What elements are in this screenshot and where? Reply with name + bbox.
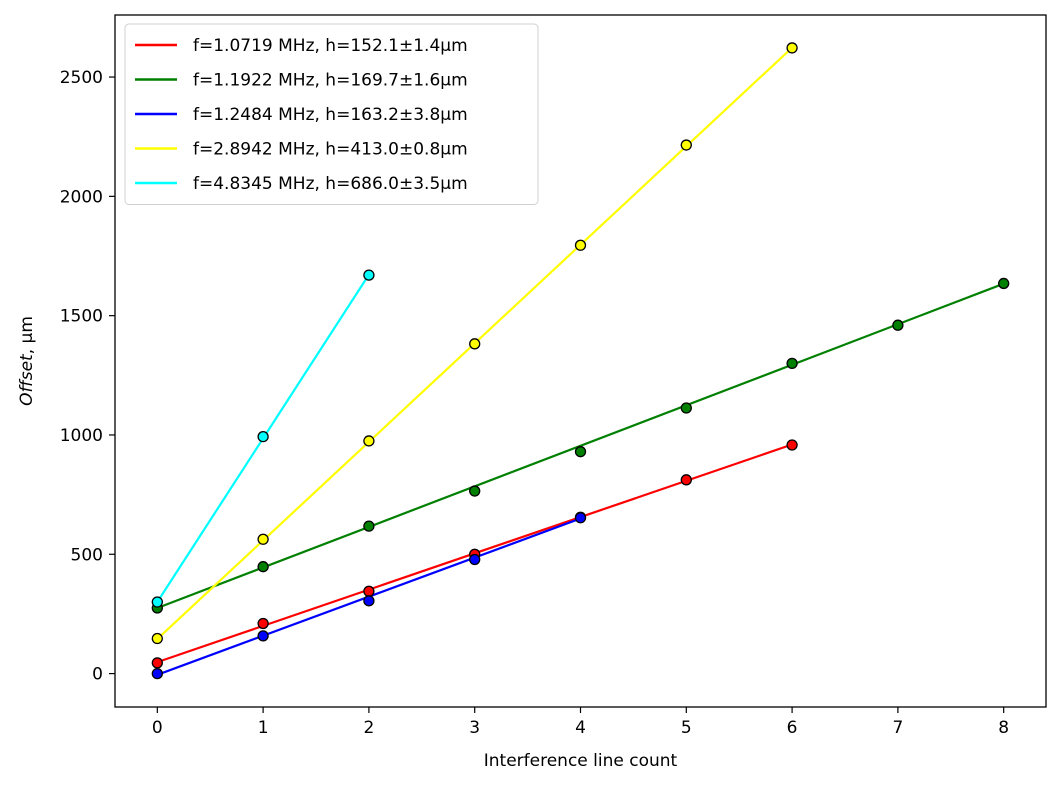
point-series-1 (680, 474, 692, 486)
x-tick-label: 7 (892, 718, 903, 738)
point-series-1 (786, 439, 798, 451)
point-series-5 (257, 430, 269, 443)
point-series-4 (680, 139, 692, 151)
point-series-3 (257, 630, 269, 642)
y-tick-label: 1500 (60, 307, 103, 327)
y-tick-label: 1000 (60, 426, 103, 446)
y-axis-label-rest: , μm (17, 316, 37, 354)
fit-line-series-2 (156, 282, 1005, 609)
point-series-2 (574, 446, 587, 458)
y-axis-label: Offset, μm (17, 316, 37, 406)
point-series-1 (363, 585, 375, 597)
y-axis-ticks: 0 500 1000 1500 2000 2500 (60, 68, 115, 685)
point-series-2 (998, 277, 1010, 290)
point-series-2 (257, 561, 269, 573)
y-tick-label: 0 (92, 665, 103, 685)
point-series-5 (363, 269, 375, 281)
legend-entry: f=1.0719 MHz, h=152.1±1.4μm (193, 36, 468, 56)
legend-entry: f=1.2484 MHz, h=163.2±3.8μm (193, 105, 468, 125)
point-series-4 (574, 239, 587, 251)
point-series-4 (257, 533, 269, 545)
point-series-3 (151, 667, 163, 680)
x-tick-label: 0 (152, 718, 163, 738)
x-tick-label: 4 (575, 718, 586, 738)
point-series-5 (151, 596, 163, 608)
point-series-1 (151, 657, 163, 669)
x-tick-label: 5 (681, 718, 692, 738)
y-axis-label-italic: Offset (17, 353, 37, 406)
point-series-3 (363, 595, 375, 607)
point-series-2 (469, 485, 481, 497)
point-series-1 (257, 617, 269, 630)
x-axis-ticks: 0 1 2 3 4 5 6 7 8 (152, 707, 1009, 738)
legend-entry: f=4.8345 MHz, h=686.0±3.5μm (193, 174, 468, 194)
y-tick-label: 500 (71, 545, 103, 565)
legend: f=1.0719 MHz, h=152.1±1.4μm f=1.1922 MHz,… (124, 23, 539, 205)
point-series-4 (151, 632, 163, 645)
x-tick-label: 8 (998, 718, 1009, 738)
data-points (151, 42, 1010, 680)
point-series-4 (363, 435, 375, 447)
x-tick-label: 6 (787, 718, 798, 738)
x-tick-label: 3 (469, 718, 480, 738)
legend-entry: f=1.1922 MHz, h=169.7±1.6μm (193, 71, 468, 91)
point-series-4 (786, 42, 798, 54)
x-axis-label: Interference line count (484, 751, 678, 771)
point-series-2 (892, 319, 904, 331)
legend-entry: f=2.8942 MHz, h=413.0±0.8μm (193, 140, 468, 160)
point-series-4 (469, 338, 481, 350)
point-series-2 (363, 520, 375, 532)
y-tick-label: 2500 (60, 68, 103, 88)
legend-box (124, 23, 539, 205)
x-tick-label: 1 (258, 718, 269, 738)
point-series-2 (680, 402, 692, 414)
point-series-3 (469, 553, 481, 566)
point-series-2 (786, 357, 798, 370)
point-series-3 (574, 512, 587, 524)
x-tick-label: 2 (363, 718, 374, 738)
y-tick-label: 2000 (60, 187, 103, 207)
